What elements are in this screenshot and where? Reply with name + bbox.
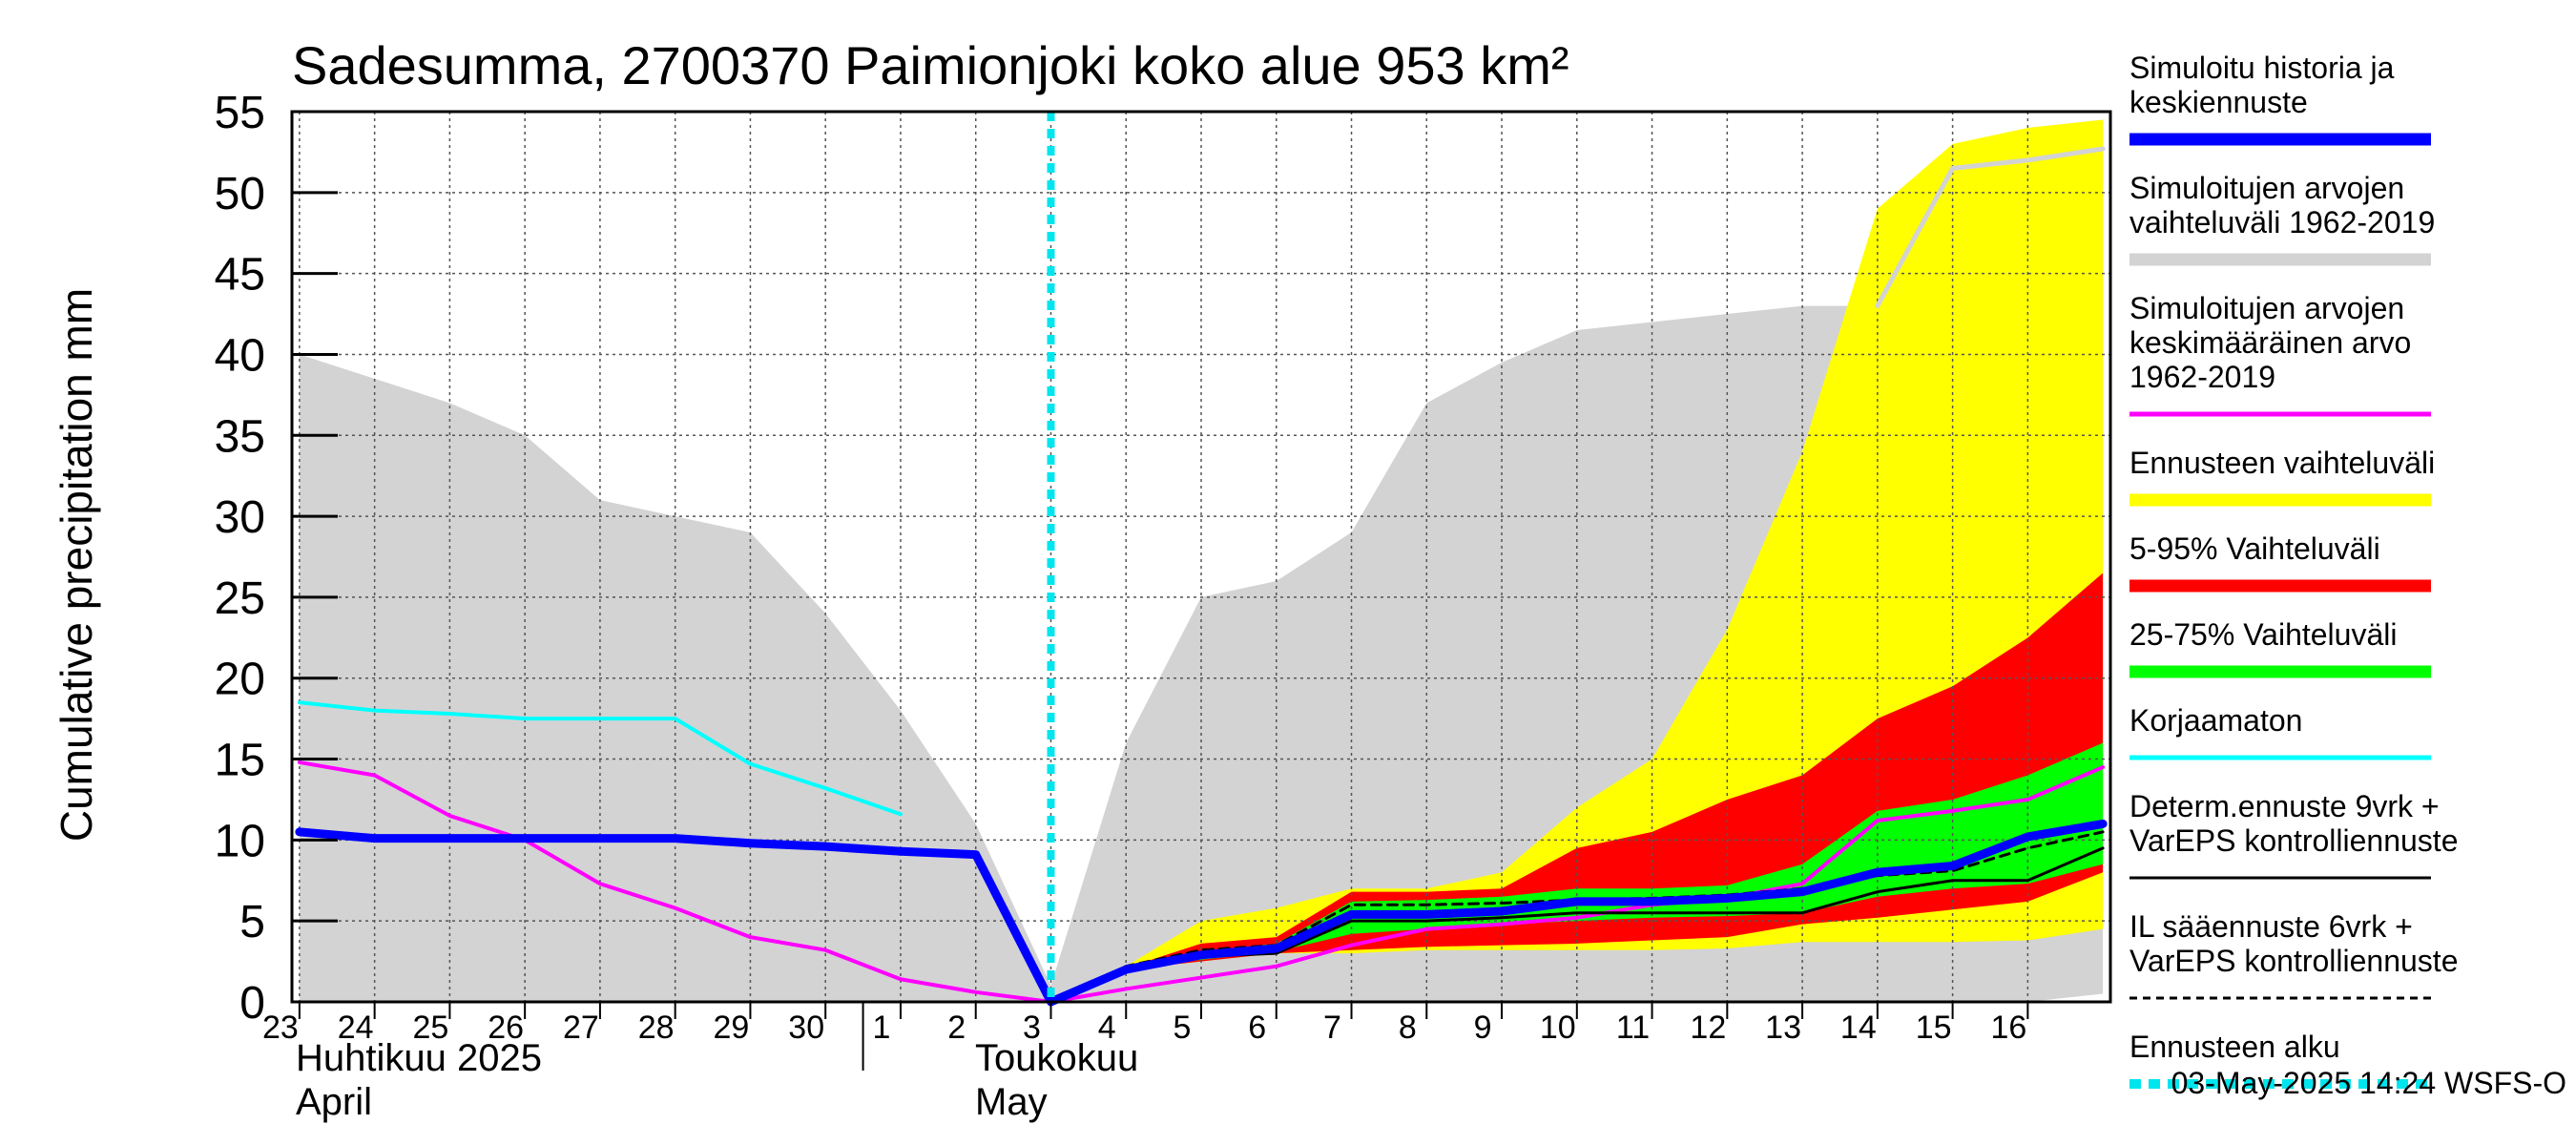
legend-label: Simuloitujen arvojen xyxy=(2129,171,2404,205)
x-tick-label: 26 xyxy=(488,1010,524,1046)
legend-label: vaihteluväli 1962-2019 xyxy=(2129,205,2435,239)
legend-label: Korjaamaton xyxy=(2129,703,2302,738)
legend-label: VarEPS kontrolliennuste xyxy=(2129,944,2458,978)
y-tick-label: 35 xyxy=(215,411,265,462)
x-tick-label: 29 xyxy=(714,1010,750,1046)
x-tick-label: 9 xyxy=(1474,1010,1492,1046)
legend-label: Simuloitujen arvojen xyxy=(2129,291,2404,325)
legend-item-korjaamaton: Korjaamaton xyxy=(2129,703,2431,760)
y-tick-label: 25 xyxy=(215,573,265,624)
x-tick-label: 23 xyxy=(262,1010,299,1046)
footer-timestamp: 03-May-2025 14:24 WSFS-O xyxy=(2171,1066,2566,1100)
x-tick-label: 13 xyxy=(1765,1010,1801,1046)
legend-label: Ennusteen vaihteluväli xyxy=(2129,446,2435,480)
line-korjaamaton xyxy=(297,700,903,817)
legend-label: keskimääräinen arvo xyxy=(2129,325,2411,360)
x-tick-label: 2 xyxy=(947,1010,966,1046)
x-tick-label: 11 xyxy=(1616,1010,1650,1046)
month-label-april-fi: Huhtikuu 2025 xyxy=(296,1037,542,1079)
y-tick-label: 5 xyxy=(239,897,265,947)
x-tick-label: 6 xyxy=(1248,1010,1266,1046)
y-tick-label: 10 xyxy=(215,816,265,866)
legend-item-determ-ennuste-9vrk-vareps-kontrolliennuste: Determ.ennuste 9vrk +VarEPS kontrollienn… xyxy=(2129,789,2458,880)
legend-item-ennusteen-alku: Ennusteen alku xyxy=(2129,1030,2431,1089)
y-tick-label: 50 xyxy=(215,169,265,219)
y-tick-label: 55 xyxy=(215,88,265,138)
x-tick-label: 10 xyxy=(1540,1010,1576,1046)
legend-label: Ennusteen alku xyxy=(2129,1030,2340,1064)
legend-item-25-75-vaihteluv-li: 25-75% Vaihteluväli xyxy=(2129,617,2431,678)
x-tick-label: 14 xyxy=(1840,1010,1877,1046)
y-tick-label: 15 xyxy=(215,736,265,786)
legend-item-5-95-vaihteluv-li: 5-95% Vaihteluväli xyxy=(2129,531,2431,593)
legend-label: Determ.ennuste 9vrk + xyxy=(2129,789,2440,823)
legend-label: keskiennuste xyxy=(2129,85,2308,119)
line-simuloitujen-arvojen-keskim-r-inen-arvo-1962-2019 xyxy=(297,760,2106,1004)
y-tick-label: 30 xyxy=(215,492,265,543)
chart-title: Sadesumma, 2700370 Paimionjoki koko alue… xyxy=(292,35,1569,95)
x-tick-label: 1 xyxy=(872,1010,890,1046)
line-simuloitu-historia-ja-keskiennuste xyxy=(295,819,2108,1007)
legend-label: Simuloitu historia ja xyxy=(2129,51,2395,85)
legend-label: 5-95% Vaihteluväli xyxy=(2129,531,2380,566)
x-tick-label: 4 xyxy=(1098,1010,1116,1046)
legend-item-ennusteen-vaihteluv-li: Ennusteen vaihteluväli xyxy=(2129,446,2435,507)
x-tick-label: 24 xyxy=(338,1010,374,1046)
legend: Simuloitu historia jakeskiennusteSimuloi… xyxy=(2129,51,2458,1089)
x-tick-label: 8 xyxy=(1399,1010,1417,1046)
legend-label: 1962-2019 xyxy=(2129,360,2275,394)
x-tick-label: 16 xyxy=(1990,1010,2026,1046)
y-tick-label: 40 xyxy=(215,330,265,381)
x-tick-label: 25 xyxy=(412,1010,448,1046)
legend-item-il-s-ennuste-6vrk-vareps-kontrolliennuste: IL sääennuste 6vrk + VarEPS kontrollienn… xyxy=(2129,909,2458,1000)
legend-label: 25-75% Vaihteluväli xyxy=(2129,617,2397,652)
line-simuloitujen-arvojen-vaihteluv-li-1962-2019-max xyxy=(1875,146,2106,309)
legend-label: IL sääennuste 6vrk + xyxy=(2129,909,2413,944)
x-tick-label: 27 xyxy=(563,1010,599,1046)
legend-label: VarEPS kontrolliennuste xyxy=(2129,823,2458,858)
x-tick-label: 30 xyxy=(788,1010,824,1046)
y-axis-label: Cumulative precipitation mm xyxy=(52,288,101,842)
x-tick-label: 12 xyxy=(1690,1010,1726,1046)
y-tick-label: 20 xyxy=(215,655,265,705)
x-tick-label: 7 xyxy=(1323,1010,1341,1046)
x-tick-label: 15 xyxy=(1916,1010,1952,1046)
x-tick-label: 3 xyxy=(1023,1010,1041,1046)
x-tick-label: 28 xyxy=(638,1010,675,1046)
month-label-april-en: April xyxy=(296,1081,372,1123)
month-label-may-en: May xyxy=(975,1081,1048,1123)
x-tick-label: 5 xyxy=(1174,1010,1192,1046)
month-label-may-fi: Toukokuu xyxy=(975,1037,1138,1079)
y-tick-label: 0 xyxy=(239,978,265,1029)
y-tick-label: 45 xyxy=(215,250,265,301)
